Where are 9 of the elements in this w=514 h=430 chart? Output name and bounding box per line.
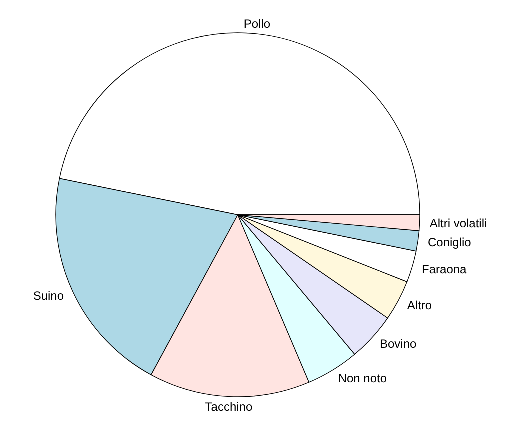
slice-label: Faraona bbox=[422, 262, 468, 277]
slice-label: Altro bbox=[407, 298, 432, 312]
slice-label: Pollo bbox=[244, 16, 271, 31]
slice-label: Suino bbox=[33, 289, 64, 304]
slice-label: Coniglio bbox=[428, 236, 472, 250]
slice-label: Tacchino bbox=[205, 400, 253, 414]
slice-label: Non noto bbox=[338, 372, 388, 386]
slice-label: Altri volatili bbox=[430, 216, 488, 230]
slice-label: Bovino bbox=[380, 337, 418, 352]
